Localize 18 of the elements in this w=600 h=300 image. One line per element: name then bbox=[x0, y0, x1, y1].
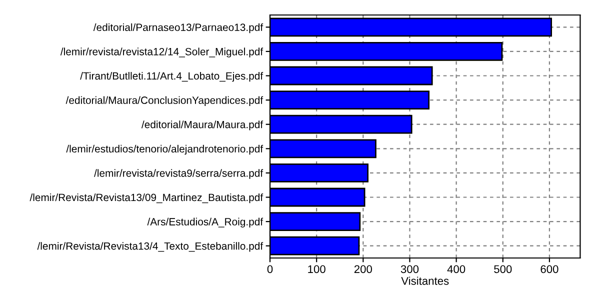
y-tick-label: /lemir/Revista/Revista13/09_Martinez_Bautista.pdf bbox=[30, 193, 264, 204]
y-tick-label: /lemir/Revista/Revista13/4_Texto_Estebanillo.pdf bbox=[37, 242, 264, 252]
x-tick-label: 100 bbox=[308, 265, 326, 274]
y-tick-label: /lemir/revista/revista9/serra/serra.pdf bbox=[94, 169, 264, 179]
y-tick-label: /Tirant/Butlleti.11/Art.4_Lobato_Ejes.pdf bbox=[80, 72, 264, 82]
y-tick-label: /editorial/Parnaseo13/Parnaeo13.pdf bbox=[93, 23, 264, 34]
x-tick-label: 500 bbox=[494, 265, 512, 274]
y-tick-label: /Ars/Estudios/A_Roig.pdf bbox=[147, 218, 264, 228]
x-tick-label: 400 bbox=[447, 265, 466, 274]
y-tick-label: /lemir/estudios/tenorio/alejandrotenorio.pdf bbox=[66, 144, 264, 155]
y-tick-label: /lemir/revista/revista12/14_Soler_Miguel.pdf bbox=[60, 48, 264, 58]
x-tick-label: 600 bbox=[540, 265, 558, 274]
x-tick-label: 300 bbox=[400, 265, 419, 274]
y-tick-label: /editorial/Maura/ConclusionYapendices.pdf bbox=[66, 96, 264, 106]
x-axis-title: Visitantes bbox=[401, 276, 449, 285]
x-tick-label: 200 bbox=[354, 265, 372, 274]
y-tick-label: /editorial/Maura/Maura.pdf bbox=[141, 120, 264, 130]
x-tick-label: 0 bbox=[267, 265, 273, 274]
